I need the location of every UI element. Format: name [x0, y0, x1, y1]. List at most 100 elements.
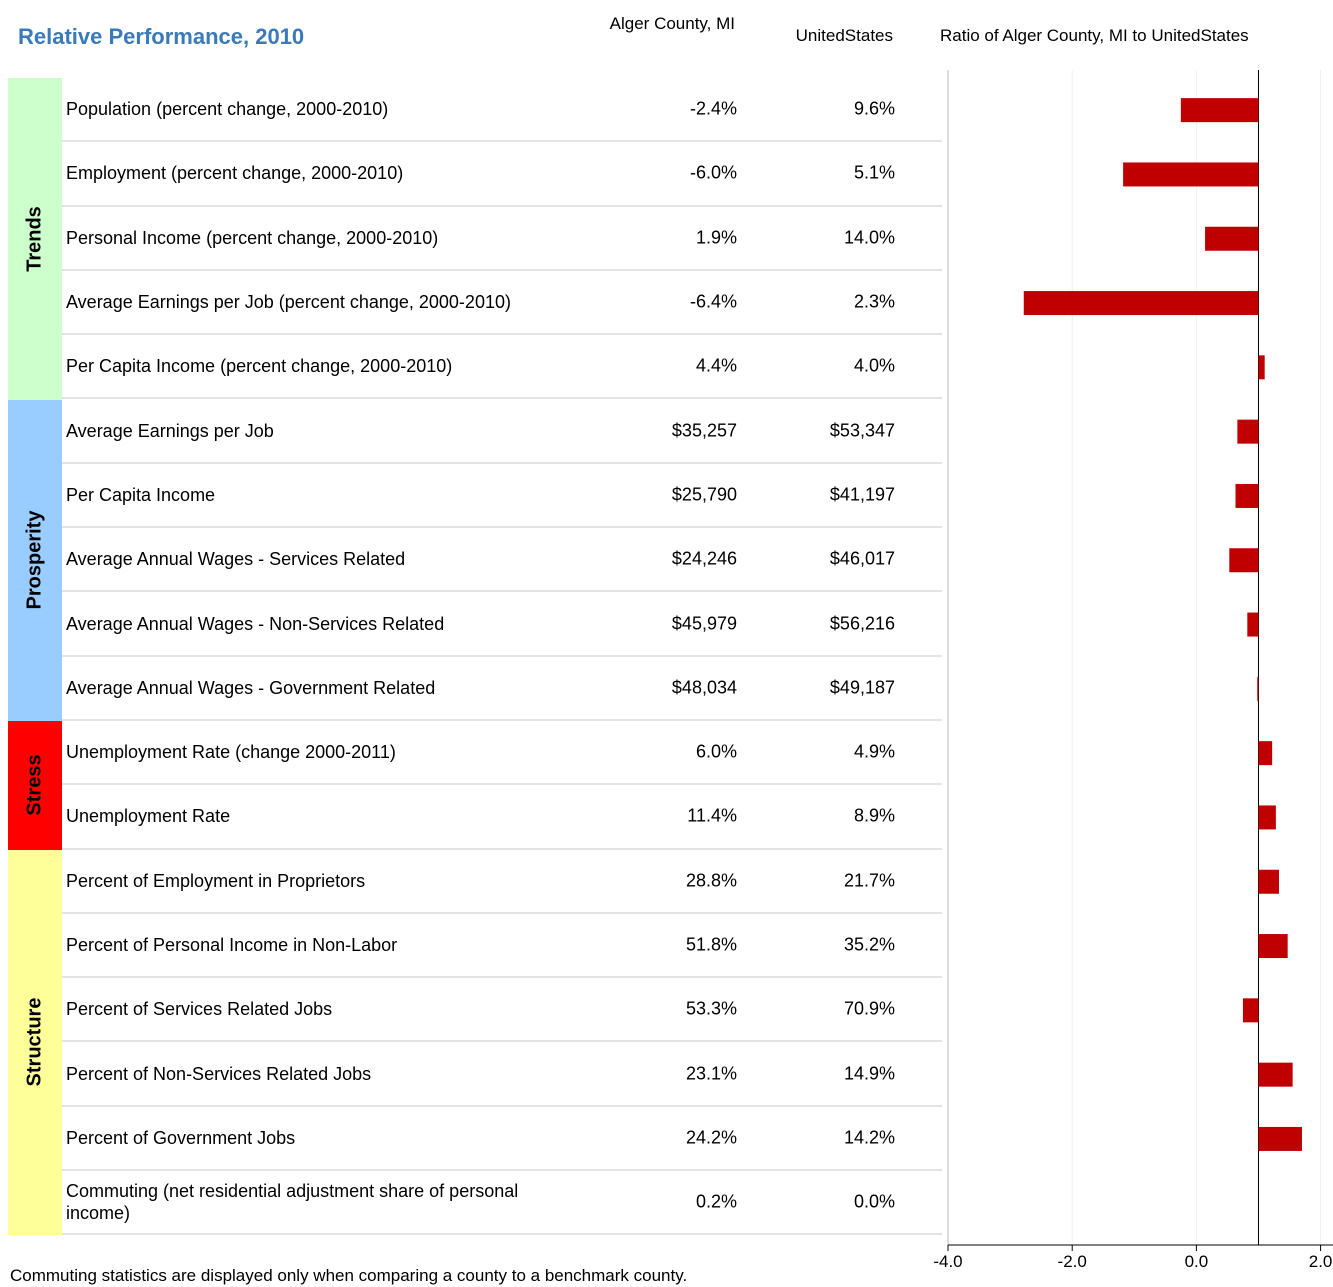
table-row: Average Annual Wages - Government Relate… [62, 657, 942, 721]
us-value: $56,216 [829, 613, 895, 634]
us-value: 4.9% [853, 741, 895, 762]
table-row: Unemployment Rate 11.4% 8.9% [62, 785, 942, 850]
us-value: $41,197 [829, 484, 895, 505]
us-value: 35.2% [843, 934, 895, 955]
bar [1205, 226, 1259, 251]
bar [1258, 355, 1265, 380]
bar [1242, 998, 1259, 1023]
us-value: $53,347 [829, 420, 895, 441]
table-row: Percent of Personal Income in Non-Labor 5… [62, 914, 942, 979]
county-value: 1.9% [695, 227, 737, 248]
row-label: Unemployment Rate [66, 806, 231, 827]
table-row: Population (percent change, 2000-2010) -2… [62, 78, 942, 143]
county-value: $35,257 [671, 420, 737, 441]
county-value: $25,790 [671, 484, 737, 505]
county-value: $48,034 [671, 677, 737, 698]
bar [1258, 934, 1288, 959]
county-value: 0.2% [695, 1191, 737, 1212]
group-label: Trends [23, 205, 46, 272]
title: Relative Performance, 2010 [18, 24, 305, 49]
county-value: 23.1% [685, 1063, 737, 1084]
row-label: Per Capita Income [66, 484, 216, 505]
us-value: 21.7% [843, 870, 895, 891]
county-value: 4.4% [695, 355, 737, 376]
bar [1258, 1062, 1293, 1087]
bar [1229, 548, 1259, 573]
row-label: Percent of Services Related Jobs [66, 999, 333, 1020]
x-tick-label: 2.0 [1309, 1252, 1333, 1271]
us-value: 14.9% [843, 1063, 895, 1084]
x-tick-label: 0.0 [1185, 1252, 1209, 1271]
x-tick-label: -2.0 [1058, 1252, 1087, 1271]
bar [1123, 162, 1259, 187]
group-label: Stress [23, 754, 46, 816]
table-row: Average Annual Wages - Services Related $… [62, 528, 942, 593]
bar [1247, 612, 1259, 637]
group-label: Prosperity [23, 510, 46, 610]
us-value: 9.6% [853, 98, 895, 119]
county-value: 24.2% [685, 1127, 737, 1148]
us-value: 4.0% [853, 355, 895, 376]
chart-title: Ratio of Alger County, MI to UnitedState… [940, 26, 1249, 45]
us-value: $49,187 [829, 677, 895, 698]
table-row: Per Capita Income $25,790 $41,197 [62, 464, 942, 529]
us-value: 5.1% [853, 162, 895, 183]
bar [1237, 419, 1259, 444]
group-band: Prosperity [8, 399, 62, 721]
footnote: Commuting statistics are displayed only … [10, 1266, 688, 1285]
table-row: Average Earnings per Job (percent change… [62, 271, 942, 336]
county-value: 51.8% [685, 934, 737, 955]
row-label: Personal Income (percent change, 2000-20… [66, 227, 439, 248]
table-row: Percent of Employment in Proprietors 28.8… [62, 850, 942, 914]
us-value: 70.9% [843, 998, 895, 1019]
us-value: 14.2% [843, 1127, 895, 1148]
us-value: 8.9% [853, 805, 895, 826]
row-label: Percent of Personal Income in Non-Labor [66, 935, 398, 956]
county-value: 53.3% [685, 998, 737, 1019]
row-label: Average Annual Wages - Government Relate… [66, 677, 436, 698]
us-value: 14.0% [843, 227, 895, 248]
row-label: Average Annual Wages - Services Related [66, 549, 406, 570]
column-header: Alger County, MI [609, 14, 735, 33]
county-value: 6.0% [695, 741, 737, 762]
row-label: Employment (percent change, 2000-2010) [66, 163, 404, 184]
bar [1258, 741, 1273, 766]
group-label: Structure [23, 998, 46, 1087]
county-value: 28.8% [685, 870, 737, 891]
bar [1257, 676, 1259, 701]
table-row: Per Capita Income (percent change, 2000-… [62, 335, 942, 400]
bar [1258, 805, 1276, 830]
row-label: Population (percent change, 2000-2010) [66, 99, 389, 120]
row-label: Commuting (net residential adjustment sh… [66, 1181, 519, 1224]
us-value: 2.3% [853, 291, 895, 312]
table-row: Percent of Non-Services Related Jobs 23.1… [62, 1043, 942, 1107]
group-band: Trends [8, 78, 62, 400]
row-label: Percent of Government Jobs [66, 1127, 296, 1148]
column-header: UnitedStates [795, 26, 893, 45]
table-row: Unemployment Rate (change 2000-2011) 6.0%… [62, 721, 942, 786]
county-value: -6.0% [689, 162, 737, 183]
group-band: Structure [8, 849, 62, 1236]
x-tick-label: -4.0 [933, 1252, 962, 1271]
bar [1023, 291, 1259, 316]
row-label: Average Earnings per Job [66, 420, 274, 441]
row-label: Unemployment Rate (change 2000-2011) [66, 742, 396, 763]
table-row: Employment (percent change, 2000-2010) -6… [62, 142, 942, 207]
county-value: $24,246 [671, 548, 737, 569]
table-row: Personal Income (percent change, 2000-20… [62, 207, 942, 271]
table-row: Commuting (net residential adjustment sh… [62, 1171, 942, 1236]
table-row: Average Earnings per Job $35,257 $53,347 [62, 400, 942, 464]
bar [1180, 98, 1259, 123]
county-value: 11.4% [687, 805, 737, 826]
county-value: -6.4% [689, 291, 737, 312]
bar [1235, 483, 1259, 508]
us-value: $46,017 [829, 548, 895, 569]
table-row: Percent of Government Jobs 24.2% 14.2% [62, 1107, 942, 1172]
county-value: $45,979 [671, 613, 737, 634]
us-value: 0.0% [853, 1191, 895, 1212]
row-label: Percent of Employment in Proprietors [66, 870, 366, 891]
row-label: Per Capita Income (percent change, 2000-… [66, 356, 453, 377]
row-label: Average Earnings per Job (percent change… [66, 292, 511, 313]
